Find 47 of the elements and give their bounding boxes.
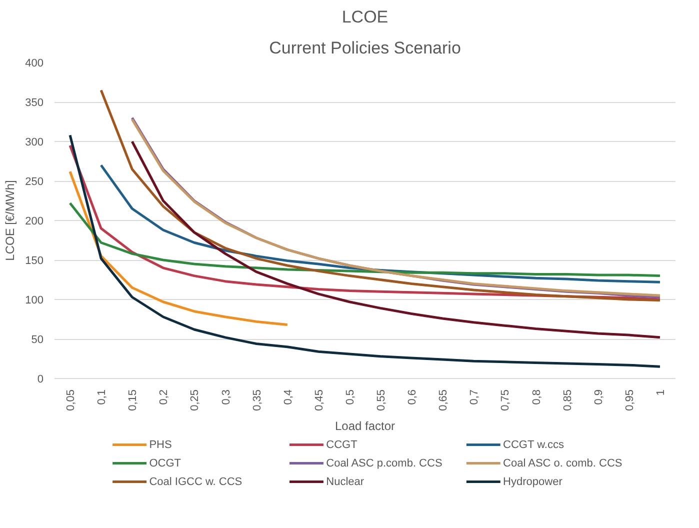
line-series (100, 88, 662, 302)
legend-label: CCGT w.ccs (503, 438, 564, 451)
x-tick-label: 0,65 (438, 389, 450, 411)
x-tick-label: 0,15 (127, 389, 140, 411)
line-series (68, 170, 289, 326)
x-tick-label: 0,05 (65, 389, 78, 411)
x-tick-label: 0,4 (282, 389, 294, 405)
y-tick-label: 350 (25, 97, 44, 109)
legend-label: PHS (149, 438, 172, 451)
x-axis-title: Load factor (334, 418, 396, 433)
legend-label: Hydropower (503, 476, 563, 488)
x-tick-label: 0,8 (530, 389, 543, 405)
x-tick-label: 0,95 (624, 389, 636, 411)
line-series (130, 140, 662, 339)
line-series (68, 134, 662, 368)
legend-label: Nuclear (326, 476, 364, 488)
x-tick-label: 0,5 (344, 389, 356, 405)
chart-title: LCOE (342, 8, 388, 26)
chart-subtitle: Current Policies Scenario (269, 38, 461, 58)
x-tick-label: 0,6 (406, 389, 419, 405)
x-tick-label: 0,3 (220, 389, 232, 405)
x-tick-label: 0,2 (158, 389, 170, 405)
line-series (68, 202, 662, 278)
legend-label: Coal IGCC w. CCS (149, 476, 242, 488)
x-tick-label: 0,25 (189, 389, 202, 411)
y-tick-label: 50 (31, 334, 44, 346)
legend-label: Coal ASC o. comb. CCS (503, 457, 622, 470)
y-tick-label: 250 (25, 176, 44, 188)
legend-label: CCGT (326, 438, 358, 451)
y-tick-label: 200 (25, 216, 44, 228)
y-tick-label: 400 (25, 58, 44, 70)
y-tick-label: 150 (25, 255, 44, 267)
x-tick-label: 0,35 (251, 389, 264, 411)
x-tick-label: 0,9 (592, 389, 605, 405)
legend-label: OCGT (149, 457, 182, 470)
y-tick-label: 0 (37, 374, 44, 386)
x-tick-label: 0,7 (468, 389, 481, 405)
y-tick-label: 300 (25, 136, 44, 148)
x-tick-label: 0,1 (96, 389, 108, 405)
x-tick-label: 1 (654, 389, 667, 396)
x-tick-label: 0,45 (313, 389, 326, 411)
legend-label: Coal ASC p.comb. CCS (326, 457, 442, 470)
x-tick-label: 0,85 (562, 389, 574, 411)
x-tick-label: 0,55 (376, 389, 388, 411)
x-tick-label: 0,75 (500, 389, 512, 411)
y-axis-title: LCOE [€/MWh] (3, 180, 18, 261)
y-tick-label: 100 (25, 294, 44, 306)
